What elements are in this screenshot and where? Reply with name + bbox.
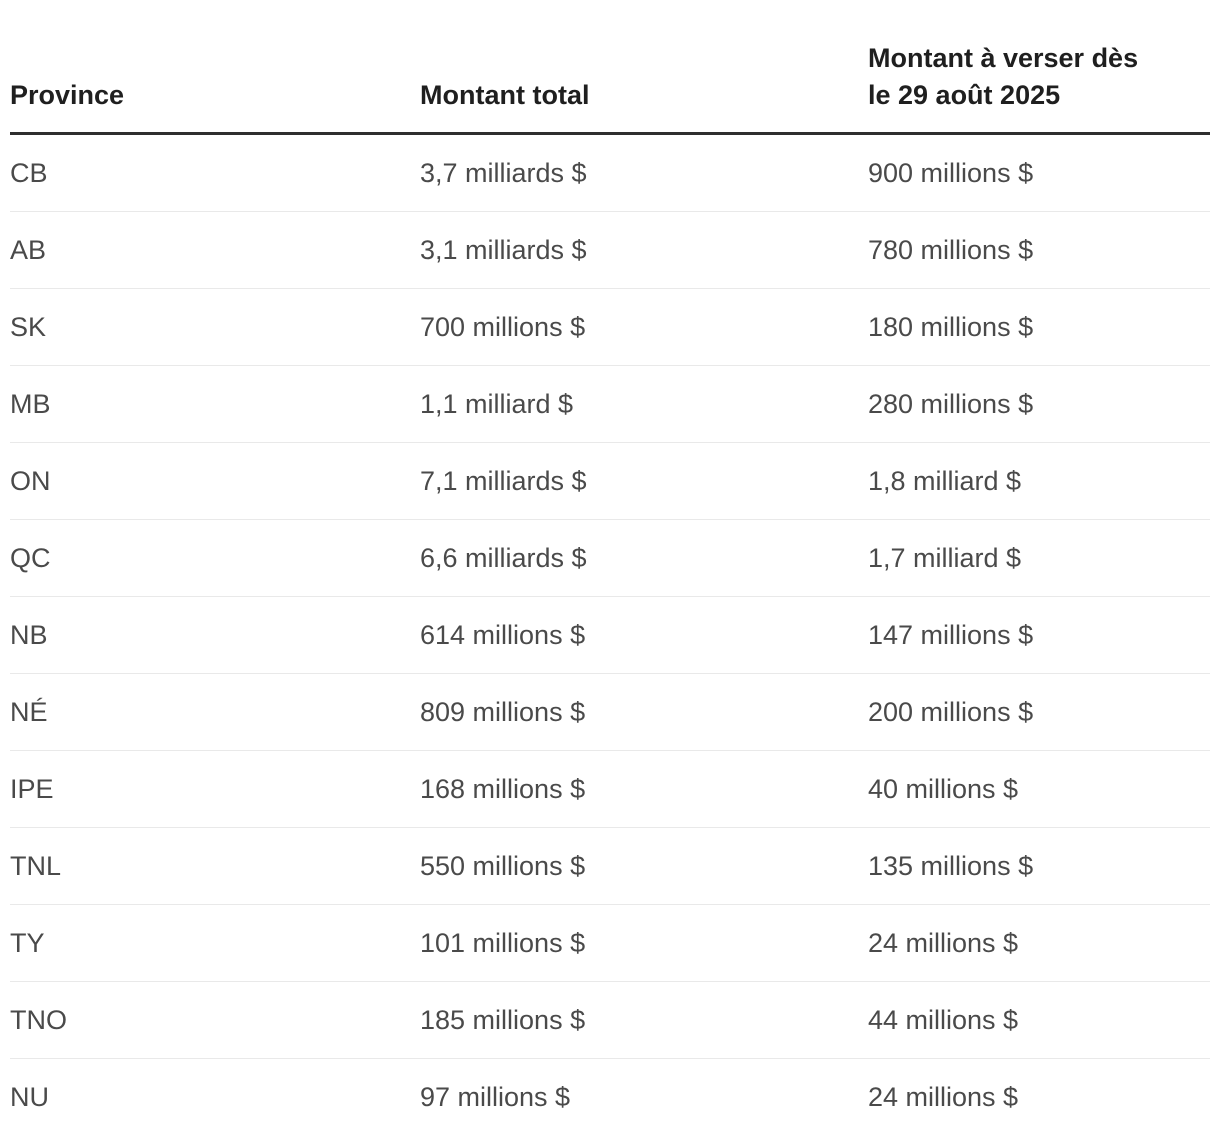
cell-montant-a-verser: 40 millions $: [868, 750, 1210, 828]
cell-montant-total: 614 millions $: [420, 596, 868, 674]
cell-province: TNO: [10, 981, 420, 1059]
table-header: Province Montant total Montant à verser …: [10, 0, 1210, 135]
cell-montant-total: 97 millions $: [420, 1082, 571, 1112]
provinces-funding-table-wrap: Province Montant total Montant à verser …: [10, 0, 1210, 1135]
cell-montant-a-verser: 280 millions $: [868, 365, 1210, 443]
cell-province: MB: [10, 365, 420, 443]
cell-montant-total: 809 millions $: [420, 673, 868, 751]
cell-montant-a-verser: 1,8 milliard $: [868, 442, 1210, 520]
table-row: TNO 185 millions $44 millions $: [10, 981, 1210, 1059]
table-row: QC 6,6 milliards $1,7 milliard $: [10, 519, 1210, 597]
cell-province: NB: [10, 596, 420, 674]
cell-montant-a-verser: 24 millions $: [868, 904, 1210, 982]
cell-montant-a-verser: 135 millions $: [868, 827, 1210, 905]
cell-montant-a-verser: 1,7 milliard $: [868, 519, 1210, 597]
table-row: NÉ 809 millions $200 millions $: [10, 673, 1210, 751]
column-header-montant-a-verser: Montant à verser dès le 29 août 2025: [868, 0, 1210, 135]
table-row: TNL 550 millions $135 millions $: [10, 827, 1210, 905]
cell-montant-a-verser: 780 millions $: [868, 211, 1210, 289]
cell-montant-a-verser: 200 millions $: [868, 673, 1210, 751]
table-row: AB 3,1 milliards $780 millions $: [10, 211, 1210, 289]
cell-province: TY: [10, 904, 420, 982]
cell-montant-total: 550 millions $: [420, 827, 868, 905]
provinces-funding-table: Province Montant total Montant à verser …: [10, 0, 1210, 1135]
cell-montant-a-verser: 24 millions $: [868, 1082, 1019, 1112]
table-row: NB 614 millions $147 millions $: [10, 596, 1210, 674]
cell-montant-total: 101 millions $: [420, 904, 868, 982]
cell-province: NÉ: [10, 673, 420, 751]
cell-montant-total: 3,1 milliards $: [420, 211, 868, 289]
table-row: IPE 168 millions $40 millions $: [10, 750, 1210, 828]
table-header-row: Province Montant total Montant à verser …: [10, 0, 1210, 135]
cell-montant-a-verser: 44 millions $: [868, 981, 1210, 1059]
cell-montant-total: 700 millions $: [420, 288, 868, 366]
cell-montant-total: 1,1 milliard $: [420, 365, 868, 443]
cell-province: CB: [10, 133, 420, 212]
cell-province: AB: [10, 211, 420, 289]
cell-montant-total: 3,7 milliards $: [420, 133, 868, 212]
table-row: SK 700 millions $180 millions $: [10, 288, 1210, 366]
table-row: TY 101 millions $24 millions $: [10, 904, 1210, 982]
cell-montant-total: 185 millions $: [420, 981, 868, 1059]
cell-montant-total: 7,1 milliards $: [420, 442, 868, 520]
table-row: CB 3,7 milliards $900 millions $: [10, 133, 1210, 212]
cell-montant-total: 6,6 milliards $: [420, 519, 868, 597]
table-row: NU 97 millions $ 24 millions $: [10, 1059, 1210, 1136]
column-header-montant-a-verser-label: Montant à verser dès le 29 août 2025: [868, 43, 1139, 110]
column-header-montant-total-label: Montant total: [420, 80, 590, 110]
column-header-province: Province: [10, 0, 420, 135]
cell-province: ON: [10, 442, 420, 520]
cell-montant-a-verser: 180 millions $: [868, 288, 1210, 366]
cell-montant-a-verser: 900 millions $: [868, 133, 1210, 212]
column-header-montant-total: Montant total: [420, 0, 868, 135]
cell-montant-a-verser: 147 millions $: [868, 596, 1210, 674]
cell-province: TNL: [10, 827, 420, 905]
table-row: ON 7,1 milliards $1,8 milliard $: [10, 442, 1210, 520]
cell-province: SK: [10, 288, 420, 366]
cell-montant-total: 168 millions $: [420, 750, 868, 828]
column-header-province-label: Province: [10, 80, 125, 110]
table-row: MB 1,1 milliard $280 millions $: [10, 365, 1210, 443]
cell-province: IPE: [10, 750, 420, 828]
table-body: CB 3,7 milliards $900 millions $ AB 3,1 mil…: [10, 133, 1210, 1136]
cell-province: QC: [10, 519, 420, 597]
cell-province: NU: [10, 1082, 49, 1112]
